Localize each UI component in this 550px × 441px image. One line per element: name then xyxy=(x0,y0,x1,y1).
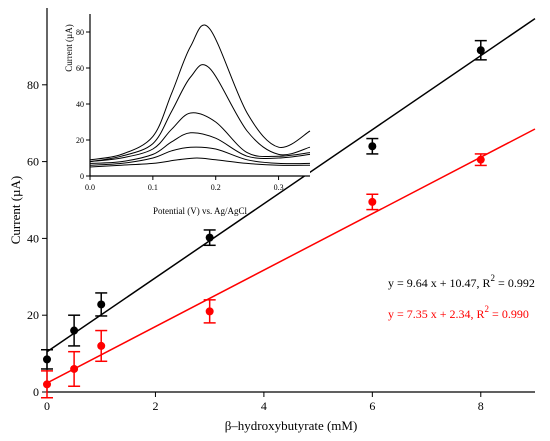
inset-curve-5 xyxy=(89,24,311,161)
red-fit-equation: y = 7.35 x + 2.34, R2 = 0.990 xyxy=(388,304,529,321)
marker xyxy=(368,142,377,151)
marker xyxy=(205,307,214,316)
inset-ticks: 0.0 0.1 0.2 0.3 0 20 40 60 80 xyxy=(76,28,284,192)
data-point-series-0 xyxy=(203,229,216,247)
main-x-tick-label: 8 xyxy=(478,399,484,413)
inset-y-tick-label: 0 xyxy=(80,172,84,181)
main-fit-lines xyxy=(46,18,536,384)
data-point-series-0 xyxy=(474,39,487,61)
inset-x-tick-label: 0.2 xyxy=(211,183,221,192)
inset-x-tick-label: 0.1 xyxy=(148,183,158,192)
data-point-series-0 xyxy=(68,314,81,347)
data-point-series-0 xyxy=(41,349,53,370)
main-x-tick-label: 2 xyxy=(152,399,158,413)
inset-curve-2 xyxy=(89,132,311,164)
marker xyxy=(476,155,485,164)
inset-x-tick-label: 0.3 xyxy=(274,183,284,192)
inset-x-tick-label: 0.0 xyxy=(85,183,95,192)
data-point-series-0 xyxy=(366,137,379,155)
inset-curve-0 xyxy=(89,157,311,168)
marker xyxy=(43,380,51,389)
inset-y-tick-label: 40 xyxy=(76,100,84,109)
data-point-series-1 xyxy=(203,299,216,324)
main-y-axis-title: Current (µA) xyxy=(8,176,23,245)
marker xyxy=(97,300,106,309)
main-y-tick-label: 80 xyxy=(27,78,39,92)
inset-curve-3 xyxy=(89,112,311,163)
fit-line-series-1 xyxy=(46,128,536,384)
inset-background xyxy=(88,14,310,176)
main-y-tick-label: 40 xyxy=(27,231,39,245)
inset-x-axis-title: Potential (V) vs. Ag/AgCl xyxy=(153,206,247,216)
main-x-axis-title: β–hydroxybutyrate (mM) xyxy=(225,418,358,433)
data-point-series-1 xyxy=(474,153,487,167)
data-point-series-0 xyxy=(95,292,108,317)
black-fit-equation: y = 9.64 x + 10.47, R2 = 0.992 xyxy=(388,273,535,290)
data-point-series-1 xyxy=(41,370,53,399)
main-x-tick-label: 0 xyxy=(44,399,50,413)
marker xyxy=(70,326,79,335)
main-y-tick-label: 60 xyxy=(27,155,39,169)
main-x-tick-label: 6 xyxy=(369,399,375,413)
inset-y-axis-title: Current (µA) xyxy=(64,24,74,71)
marker xyxy=(476,46,485,55)
marker xyxy=(43,355,51,364)
inset-curve-4 xyxy=(89,64,311,163)
marker xyxy=(70,364,79,373)
marker xyxy=(205,233,214,242)
marker xyxy=(97,341,106,350)
data-point-series-1 xyxy=(366,193,379,211)
marker xyxy=(368,197,377,206)
inset-y-tick-label: 60 xyxy=(76,64,84,73)
main-y-tick-label: 20 xyxy=(27,308,39,322)
main-y-tick-label: 0 xyxy=(33,385,39,399)
data-point-series-1 xyxy=(68,350,81,387)
inset-y-tick-label: 80 xyxy=(76,28,84,37)
data-point-series-1 xyxy=(95,329,108,363)
main-data-points xyxy=(41,39,487,399)
inset-y-tick-label: 20 xyxy=(76,136,84,145)
inset-curves xyxy=(89,24,311,168)
main-x-tick-label: 4 xyxy=(261,399,267,413)
inset-curve-1 xyxy=(89,146,311,166)
fit-line-series-0 xyxy=(46,18,536,353)
